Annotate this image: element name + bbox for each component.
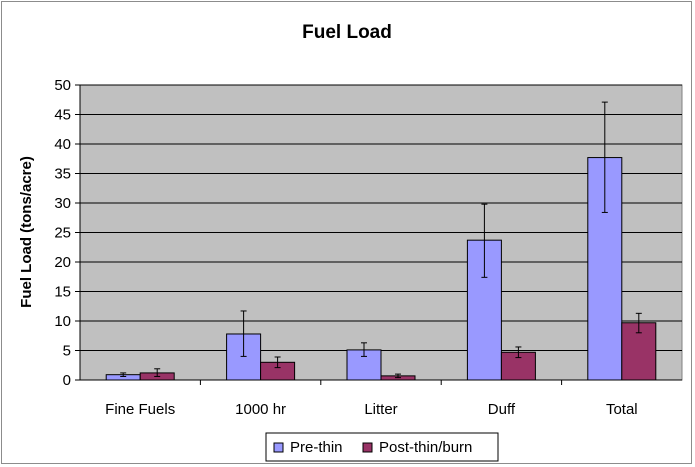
y-axis-title: Fuel Load (tons/acre) (18, 156, 35, 308)
legend: Pre-thin Post-thin/burn (265, 432, 499, 462)
x-tick-labels: Fine Fuels 1000 hr Litter Duff Total (105, 401, 637, 418)
y-tick-label-30: 30 (54, 195, 71, 212)
error-bar-pre-thin-fine-fuels (120, 372, 127, 377)
y-tick-label-45: 45 (54, 107, 71, 124)
x-tick-label-total: Total (606, 401, 638, 418)
x-tick-label-duff: Duff (488, 401, 516, 418)
x-tick-label-litter: Litter (364, 401, 397, 418)
legend-swatch-pre-thin (273, 442, 284, 453)
axes (75, 84, 682, 385)
y-tick-label-5: 5 (63, 343, 71, 360)
y-tick-label-50: 50 (54, 77, 71, 94)
error-bars (120, 101, 642, 379)
error-bar-pre-thin-duff (481, 203, 488, 278)
error-bar-pre-thin-1000-hr (240, 310, 247, 357)
y-tick-label-35: 35 (54, 166, 71, 183)
error-bar-post-thin-burn-litter (395, 373, 401, 379)
y-tick-label-15: 15 (54, 284, 71, 301)
y-tick-label-0: 0 (63, 372, 71, 389)
x-tick-label-fine-fuels: Fine Fuels (105, 401, 175, 418)
error-bar-pre-thin-litter (361, 342, 367, 357)
gridlines (80, 84, 682, 351)
y-tick-label-25: 25 (54, 225, 71, 242)
error-bar-post-thin-burn-total (635, 312, 642, 334)
error-bar-post-thin-burn-duff (515, 346, 522, 359)
error-bar-post-thin-burn-fine-fuels (154, 368, 161, 377)
legend-label-pre-thin: Pre-thin (290, 439, 343, 456)
y-tick-label-20: 20 (54, 254, 71, 271)
legend-box (265, 432, 499, 462)
y-tick-labels: 0 5 10 15 20 25 30 35 40 45 50 (54, 77, 71, 389)
y-tick-label-10: 10 (54, 313, 71, 330)
x-tick-label-1000-hr: 1000 hr (235, 401, 286, 418)
y-tick-label-40: 40 (54, 136, 71, 153)
chart-title: Fuel Load (302, 22, 392, 43)
legend-swatch-post-thin-burn (362, 442, 373, 453)
legend-label-post-thin-burn: Post-thin/burn (379, 439, 472, 456)
error-bar-pre-thin-total (601, 101, 608, 213)
error-bar-post-thin-burn-1000-hr (274, 356, 281, 369)
